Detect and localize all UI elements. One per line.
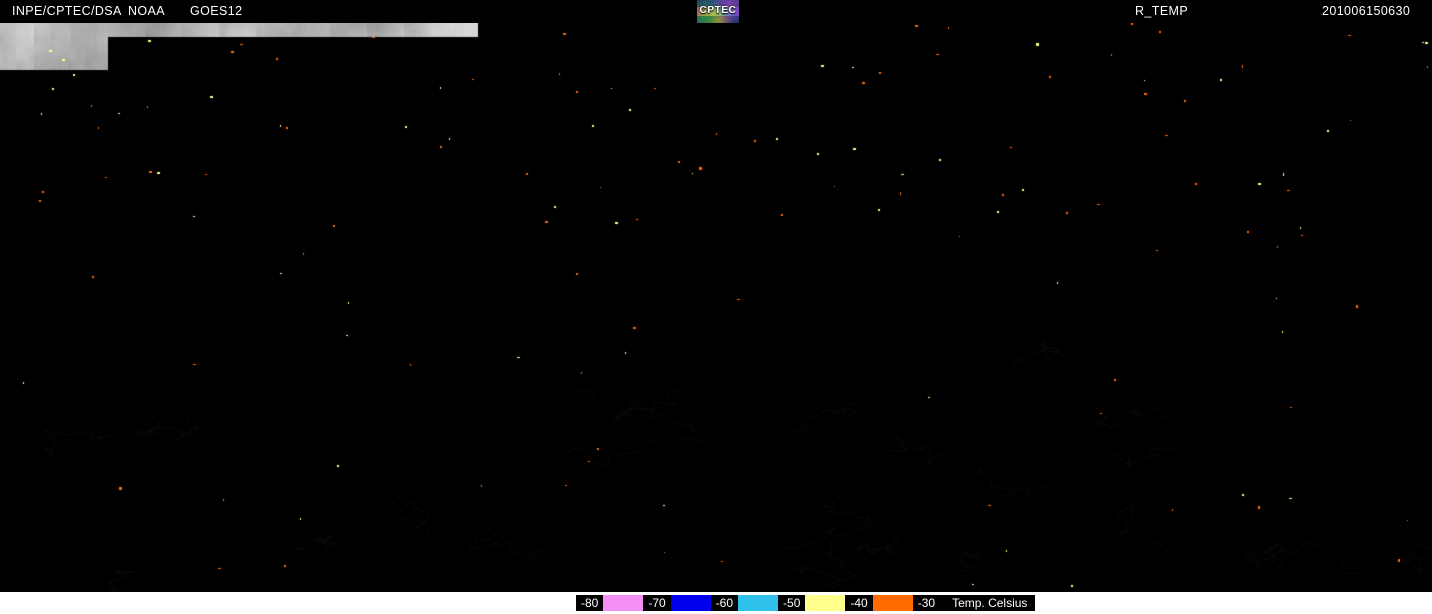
satellite-image xyxy=(0,23,1432,592)
legend-swatch-cyan xyxy=(738,595,779,611)
cptec-logo-spectrum xyxy=(697,7,739,16)
legend-swatch-violet xyxy=(603,595,644,611)
legend-swatch-blue xyxy=(670,595,711,611)
agency-label: NOAA xyxy=(128,4,166,18)
legend-tick-minus50: -50 xyxy=(778,595,806,611)
institution-label: INPE/CPTEC/DSA xyxy=(12,4,122,18)
legend-tick-minus60: -60 xyxy=(710,595,739,611)
cptec-logo-text: CPTEC xyxy=(699,5,737,16)
satellite-label: GOES12 xyxy=(190,4,243,18)
cptec-logo: CPTEC xyxy=(697,0,739,23)
legend-units-label: Temp. Celsius xyxy=(940,595,1036,611)
legend-tick-minus40: -40 xyxy=(845,595,873,611)
legend-tick-minus30: -30 xyxy=(912,595,941,611)
satellite-image-canvas xyxy=(0,23,1432,592)
legend-swatch-yellow xyxy=(805,595,846,611)
temperature-color-scale: -80 -70 -60 -50 -40 -30 Temp. Celsius xyxy=(576,595,1036,611)
legend-tick-minus70: -70 xyxy=(643,595,671,611)
legend-swatch-orange xyxy=(872,595,913,611)
product-label: R_TEMP xyxy=(1135,4,1189,18)
timestamp-label: 201006150630 xyxy=(1322,4,1411,18)
legend-bar: -80 -70 -60 -50 -40 -30 Temp. Celsius xyxy=(0,592,1432,614)
legend-tick-minus80: -80 xyxy=(576,595,604,611)
